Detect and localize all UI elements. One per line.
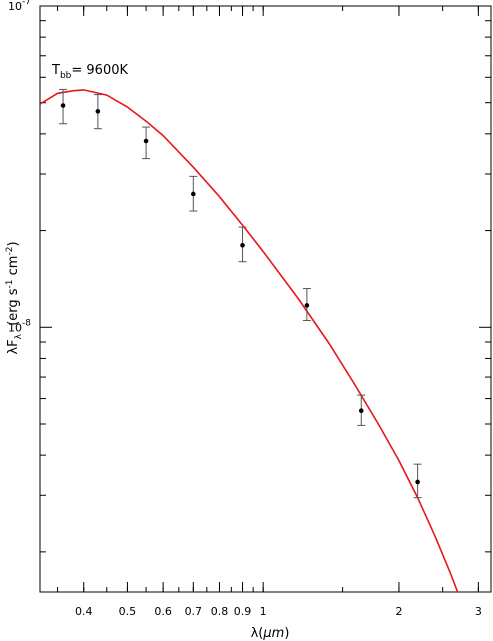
x-tick-label: 0.7	[185, 605, 203, 618]
y-tick-label-base: 10	[8, 0, 22, 13]
x-axis-label: λ(μm)	[251, 626, 290, 641]
x-tick-label: 0.4	[75, 605, 93, 618]
x-tick-label: 0.5	[119, 605, 137, 618]
x-axis-label-close: )	[284, 626, 289, 641]
data-point	[304, 303, 310, 308]
data-point	[95, 109, 101, 114]
data-point	[60, 103, 66, 108]
x-axis-label-main: λ(	[251, 626, 264, 641]
data-points	[59, 88, 422, 499]
x-tick-label: 0.8	[211, 605, 229, 618]
axis-ticks	[40, 6, 491, 592]
data-point	[358, 408, 364, 414]
x-tick-label: 3	[475, 605, 482, 618]
x-tick-label: 0.6	[154, 605, 172, 618]
annotation-prefix: T	[51, 63, 60, 78]
y-axis-label-mid: cm	[6, 256, 21, 280]
x-tick-label: 0.9	[234, 605, 252, 618]
y-axis-label-exp2: -2	[5, 247, 15, 256]
plot-frame	[39, 5, 492, 593]
x-axis-label-unit: μm	[262, 626, 284, 641]
x-tick-label: 2	[395, 605, 402, 618]
annotation-value: = 9600K	[71, 63, 128, 78]
y-tick-label: 10-8	[8, 318, 31, 334]
x-tick-labels: 0.4 0.5 0.6 0.7 0.8 0.9 1 2 3	[75, 605, 482, 618]
y-axis-label-exp1: -1	[5, 279, 15, 288]
y-axis-label: λFλ (erg s-1 cm-2)	[5, 241, 24, 354]
temperature-annotation: Tbb= 9600K	[51, 63, 128, 81]
y-tick-label-exponent: -7	[22, 0, 31, 7]
data-point	[415, 479, 420, 485]
y-tick-label-base: 10	[8, 321, 22, 334]
annotation-subscript: bb	[60, 71, 72, 81]
data-point	[143, 138, 149, 144]
data-point	[191, 191, 196, 197]
data-point	[240, 242, 245, 248]
y-tick-label-exponent: -8	[22, 318, 31, 328]
y-tick-label: 10-7	[8, 0, 31, 13]
y-tick-labels: 10-810-7	[8, 0, 31, 334]
x-tick-label: 1	[260, 605, 267, 618]
y-axis-label-close: )	[6, 241, 21, 246]
y-axis-label-pre: λF	[6, 339, 21, 354]
blackbody-model-line	[40, 89, 459, 592]
y-axis-label-pre-sub: λ	[14, 333, 24, 339]
y-axis-label-open: (erg s	[6, 288, 21, 334]
